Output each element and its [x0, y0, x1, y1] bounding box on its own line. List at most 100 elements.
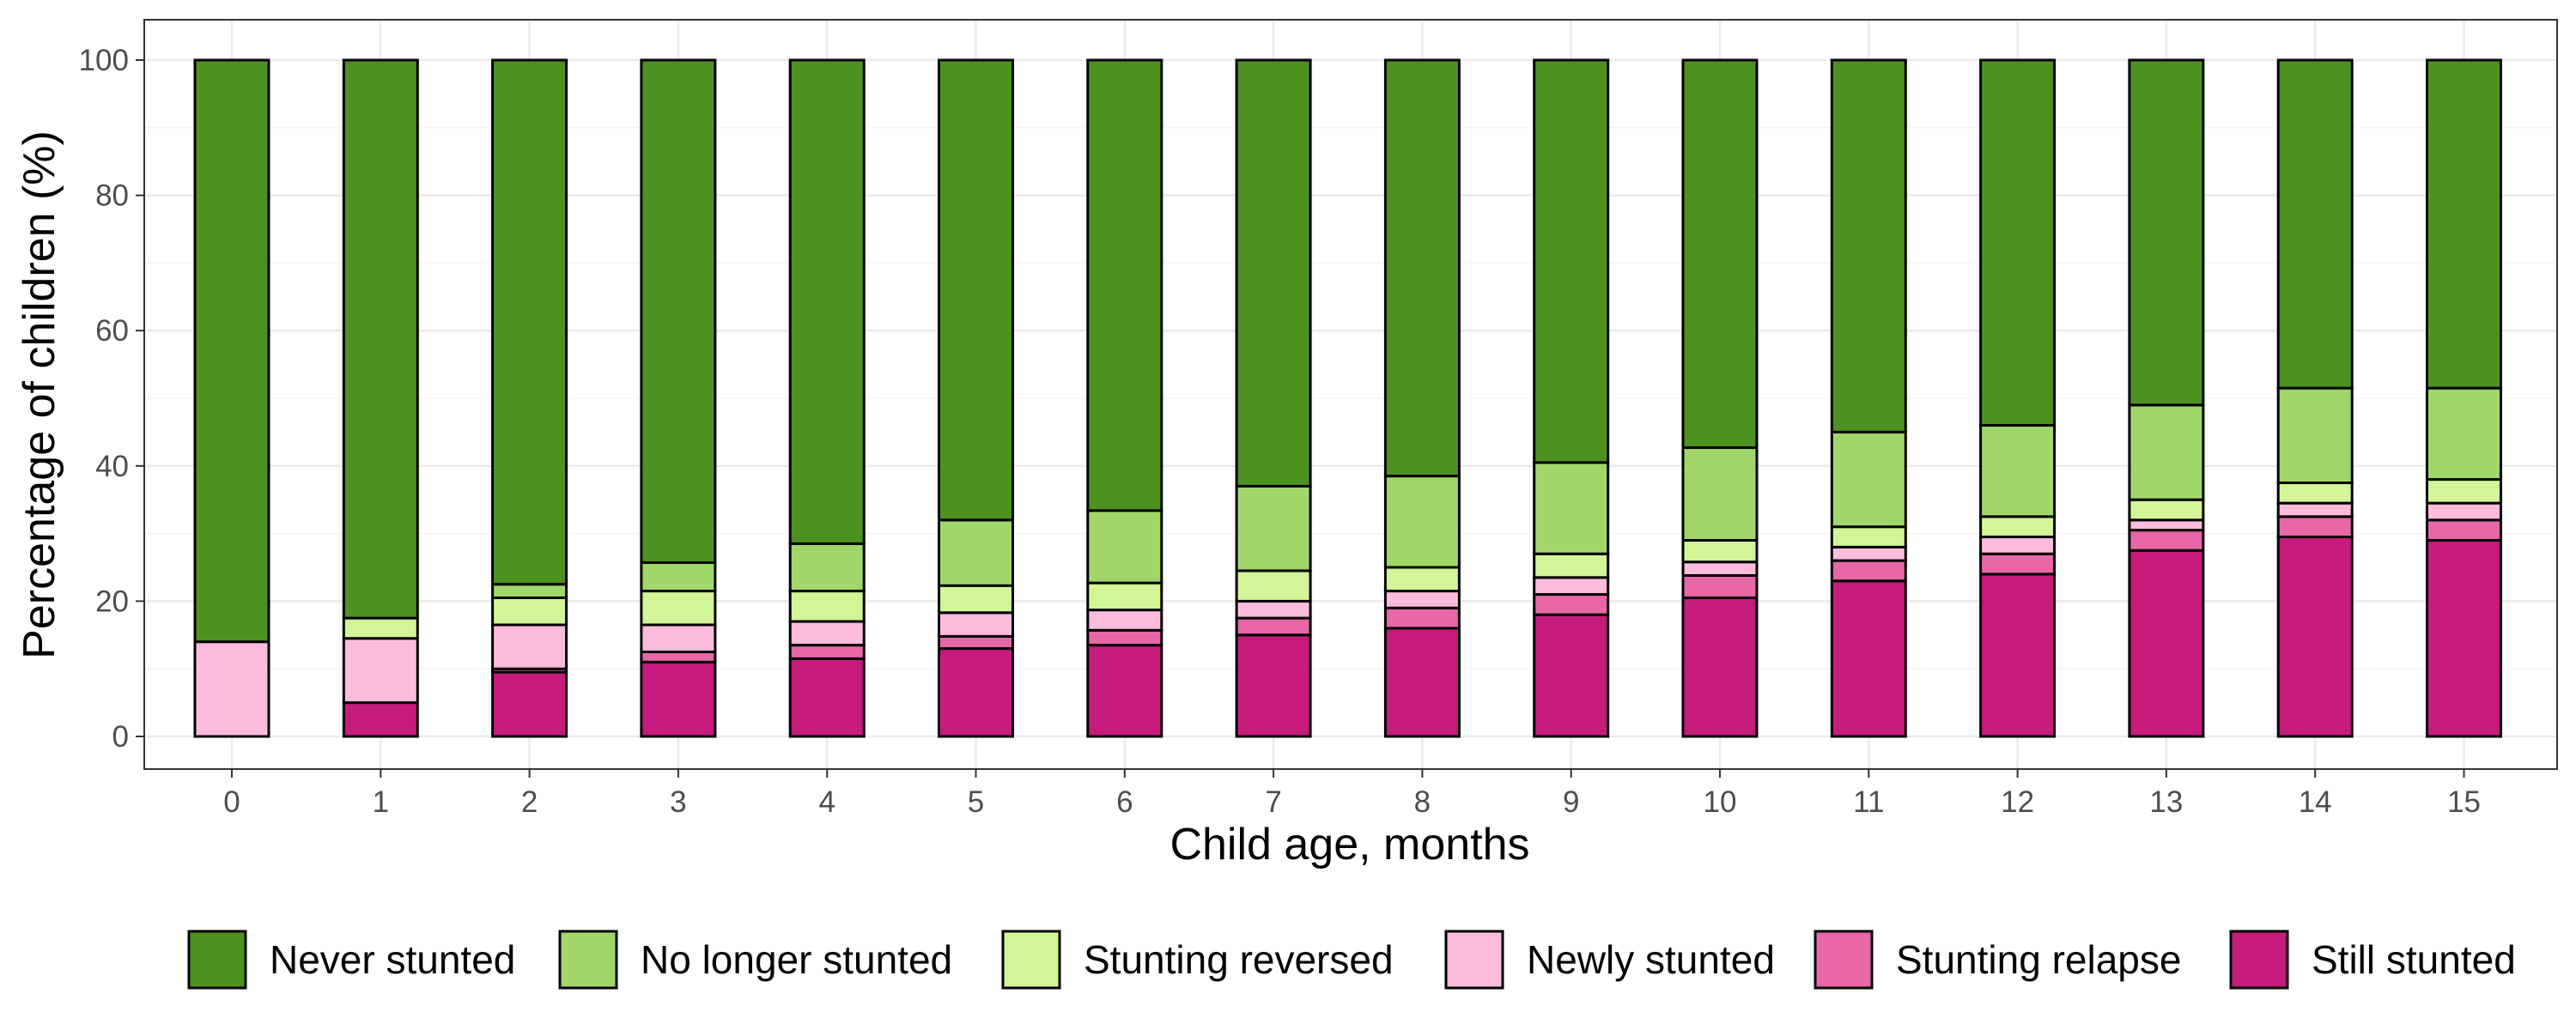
bar-segment-no-longer-stunted — [640, 560, 717, 593]
bar-segment-never-stunted — [193, 58, 270, 644]
bar-segment-stunting-relapse — [2276, 515, 2354, 539]
bar-segment-still-stunted — [640, 660, 717, 738]
bar-stack-11 — [1830, 58, 1907, 738]
x-tick-label: 2 — [521, 785, 538, 819]
x-tick-label: 4 — [818, 785, 835, 819]
bar-segment-stunting-relapse — [1086, 628, 1163, 647]
bar-segment-stunting-reversed — [1830, 525, 1907, 548]
bar-segment-no-longer-stunted — [1383, 475, 1461, 569]
legend-item-stunting-reversed: Stunting reversed — [1001, 930, 1394, 990]
legend-key — [2229, 930, 2289, 990]
bar-segment-stunting-relapse — [1383, 606, 1461, 630]
bar-segment-never-stunted — [1235, 58, 1312, 488]
bar-segment-newly-stunted — [193, 640, 270, 738]
bar-segment-no-longer-stunted — [1830, 430, 1907, 529]
legend-item-never-stunted: Never stunted — [187, 930, 515, 990]
bar-segment-stunting-reversed — [491, 596, 568, 627]
y-axis: 0 20 40 60 80 100 — [79, 44, 144, 754]
x-tick-label: 5 — [968, 785, 984, 819]
x-tick-label: 14 — [2299, 785, 2332, 819]
bar-segment-stunting-reversed — [2276, 482, 2354, 505]
bar-segment-no-longer-stunted — [2426, 386, 2502, 482]
bar-segment-never-stunted — [342, 58, 419, 620]
bar-stack-6 — [1086, 58, 1163, 738]
bar-segment-no-longer-stunted — [788, 542, 866, 593]
bar-segment-never-stunted — [1383, 58, 1461, 478]
bar-segment-newly-stunted — [1979, 536, 2057, 555]
bar-segment-no-longer-stunted — [491, 583, 568, 599]
bar-stack-4 — [788, 58, 866, 738]
bar-segment-never-stunted — [1533, 58, 1610, 464]
legend-key — [1444, 930, 1504, 990]
bar-segment-still-stunted — [491, 670, 568, 738]
x-tick-label: 0 — [223, 785, 240, 819]
x-tick-label: 1 — [373, 785, 389, 819]
bar-segment-still-stunted — [2128, 548, 2205, 738]
x-tick-label: 3 — [670, 785, 686, 819]
x-tick-label: 11 — [1853, 785, 1884, 819]
x-axis-title: Child age, months — [1170, 820, 1529, 869]
bar-segment-stunting-relapse — [1235, 616, 1312, 637]
legend-item-no-longer-stunted: No longer stunted — [558, 930, 952, 990]
bar-stack-7 — [1235, 58, 1312, 738]
bar-segment-no-longer-stunted — [2128, 403, 2205, 501]
legend-item-still-stunted: Still stunted — [2229, 930, 2516, 990]
y-tick-label: 0 — [112, 720, 129, 754]
bar-segment-stunting-reversed — [1235, 569, 1312, 603]
bar-segment-no-longer-stunted — [1086, 509, 1163, 585]
bar-segment-newly-stunted — [1086, 609, 1163, 632]
bar-segment-still-stunted — [2276, 536, 2354, 738]
legend-key — [1001, 930, 1061, 990]
bar-segment-stunting-reversed — [1979, 515, 2057, 539]
x-tick-label: 13 — [2149, 785, 2183, 819]
legend-key — [187, 930, 247, 990]
bar-segment-never-stunted — [1086, 58, 1163, 512]
bar-segment-newly-stunted — [1383, 590, 1461, 609]
bar-segment-stunting-reversed — [788, 590, 866, 623]
bar-segment-still-stunted — [1681, 596, 1759, 738]
y-tick-label: 40 — [95, 450, 129, 483]
bar-segment-stunting-relapse — [1830, 559, 1907, 583]
bar-segment-never-stunted — [1979, 58, 2057, 427]
x-tick-label: 8 — [1414, 785, 1431, 819]
legend-label: Newly stunted — [1527, 937, 1775, 982]
legend-label: Never stunted — [270, 937, 515, 982]
x-tick-label: 15 — [2447, 785, 2481, 819]
bar-segment-stunting-reversed — [342, 616, 419, 640]
bar-segment-newly-stunted — [2276, 501, 2354, 518]
y-tick-label: 100 — [79, 44, 129, 77]
bars — [193, 58, 2502, 738]
bar-stack-3 — [640, 58, 717, 738]
legend-label: No longer stunted — [641, 937, 952, 982]
bar-segment-stunting-relapse — [938, 634, 1014, 651]
bar-segment-never-stunted — [1681, 58, 1759, 450]
x-tick-label: 10 — [1704, 785, 1737, 819]
bar-segment-still-stunted — [1086, 644, 1163, 738]
bar-segment-newly-stunted — [342, 637, 419, 705]
bar-stack-2 — [491, 58, 568, 738]
y-axis-title: Percentage of children (%) — [15, 130, 64, 659]
bar-segment-never-stunted — [491, 58, 568, 586]
bar-segment-newly-stunted — [491, 623, 568, 670]
bar-segment-newly-stunted — [938, 611, 1014, 638]
bar-segment-no-longer-stunted — [1235, 484, 1312, 573]
bar-segment-still-stunted — [1979, 573, 2057, 738]
bar-segment-newly-stunted — [1681, 560, 1759, 577]
bar-stack-5 — [938, 58, 1014, 738]
legend-key — [558, 930, 618, 990]
bar-stack-14 — [2276, 58, 2354, 738]
bar-segment-still-stunted — [1383, 627, 1461, 738]
bar-stack-0 — [193, 58, 270, 738]
bar-segment-never-stunted — [640, 58, 717, 564]
bar-segment-still-stunted — [1830, 579, 1907, 738]
y-tick-label: 60 — [95, 314, 129, 348]
bar-segment-newly-stunted — [1235, 599, 1312, 620]
bar-segment-newly-stunted — [2128, 518, 2205, 532]
bar-stack-12 — [1979, 58, 2057, 738]
bar-segment-stunting-reversed — [640, 590, 717, 627]
x-tick-label: 7 — [1265, 785, 1281, 819]
bar-segment-still-stunted — [1235, 633, 1312, 738]
bar-segment-newly-stunted — [1533, 576, 1610, 597]
